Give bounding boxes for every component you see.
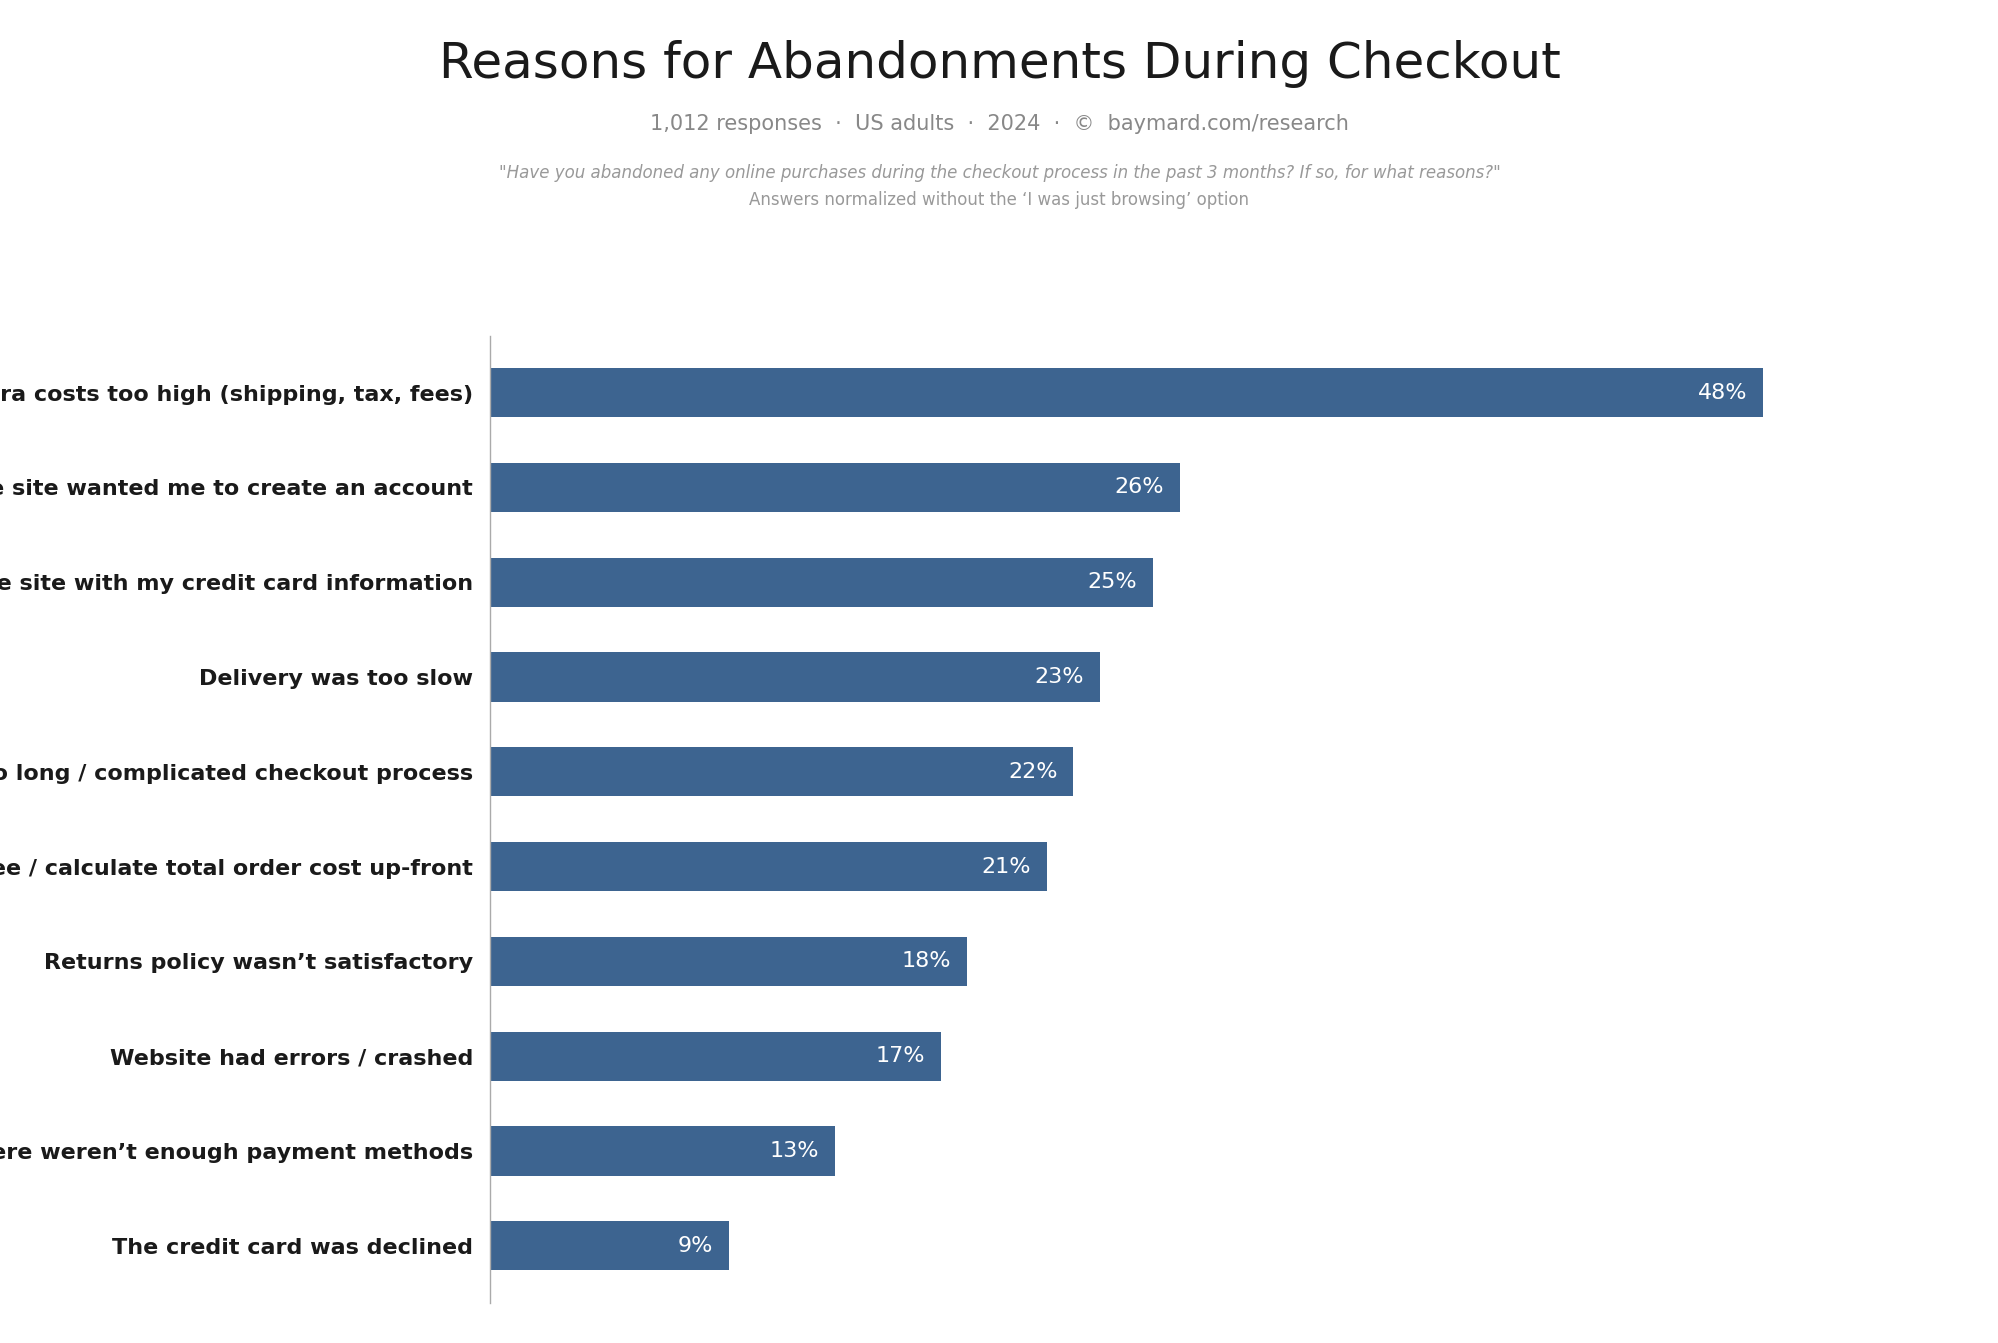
Text: 13%: 13% — [769, 1142, 819, 1162]
Bar — [490, 557, 1153, 607]
Bar — [490, 1031, 941, 1081]
Bar — [490, 747, 1073, 796]
Text: 18%: 18% — [901, 951, 951, 971]
Bar — [490, 842, 1047, 892]
Text: 26%: 26% — [1113, 477, 1163, 497]
Text: 23%: 23% — [1035, 667, 1083, 688]
Bar — [490, 1127, 835, 1175]
Text: "Have you abandoned any online purchases during the checkout process in the past: "Have you abandoned any online purchases… — [498, 164, 1500, 181]
Text: Answers normalized without the ‘I was just browsing’ option: Answers normalized without the ‘I was ju… — [749, 191, 1249, 208]
Text: 9%: 9% — [677, 1236, 711, 1256]
Text: 21%: 21% — [981, 857, 1031, 877]
Text: Reasons for Abandonments During Checkout: Reasons for Abandonments During Checkout — [438, 40, 1560, 89]
Text: 17%: 17% — [875, 1046, 925, 1066]
Bar — [490, 653, 1099, 701]
Text: 22%: 22% — [1007, 761, 1057, 782]
Bar — [490, 937, 967, 986]
Text: 1,012 responses  ·  US adults  ·  2024  ·  ©  baymard.com/research: 1,012 responses · US adults · 2024 · © b… — [649, 114, 1349, 134]
Bar — [490, 1221, 727, 1270]
Text: 25%: 25% — [1087, 572, 1137, 592]
Bar — [490, 463, 1179, 512]
Text: 48%: 48% — [1696, 383, 1746, 403]
Bar — [490, 368, 1762, 418]
